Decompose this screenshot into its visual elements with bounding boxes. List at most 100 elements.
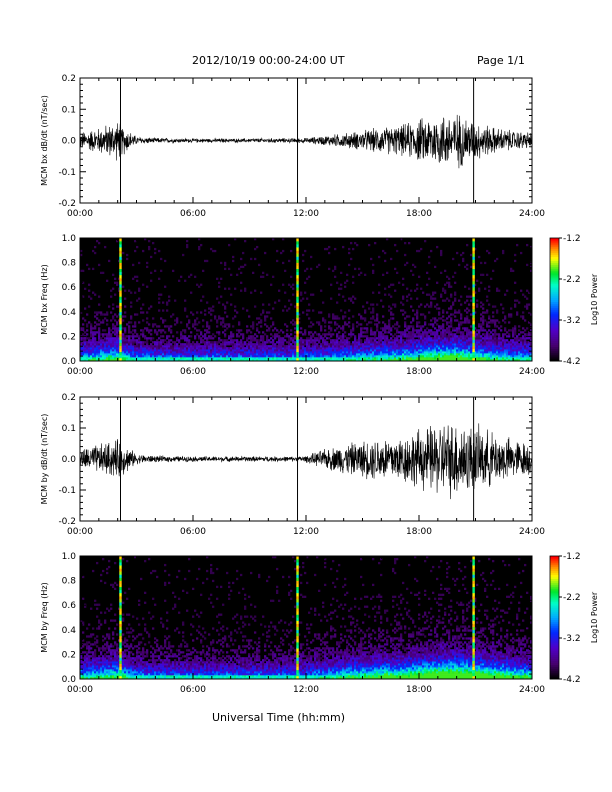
spectrogram-cell bbox=[228, 337, 231, 340]
spectrogram-cell bbox=[204, 337, 207, 340]
spectrogram-cell bbox=[342, 317, 345, 320]
spectrogram-cell bbox=[450, 349, 453, 352]
spectrogram-cell bbox=[106, 667, 109, 670]
spectrogram-cell bbox=[348, 341, 351, 344]
spectrogram-cell bbox=[220, 359, 223, 362]
spectrogram-cell bbox=[132, 343, 135, 346]
spectrogram-cell bbox=[308, 343, 311, 346]
spectrogram-cell bbox=[96, 351, 99, 354]
spectrogram-cell bbox=[122, 333, 125, 336]
spectrogram-cell bbox=[428, 293, 431, 296]
spectrogram-cell bbox=[440, 355, 443, 358]
spectrogram-cell bbox=[340, 337, 343, 340]
spectrogram-cell bbox=[176, 317, 179, 320]
spectrogram-cell bbox=[522, 327, 525, 330]
spectrogram-cell bbox=[408, 335, 411, 338]
spectrogram-cell bbox=[134, 359, 137, 362]
spectrogram-cell bbox=[318, 353, 321, 356]
spectrogram-cell bbox=[92, 331, 95, 334]
spectrogram-cell bbox=[388, 331, 391, 334]
colorbar-swatch bbox=[550, 332, 559, 335]
spectrogram-cell bbox=[166, 343, 169, 346]
y-tick-label: 0.0 bbox=[62, 455, 77, 465]
spectrogram-cell bbox=[84, 349, 87, 352]
spectrogram-cell bbox=[340, 343, 343, 346]
spectrogram-cell bbox=[428, 359, 431, 362]
spectrogram-cell bbox=[460, 341, 463, 344]
spectrogram-cell bbox=[374, 355, 377, 358]
spectrogram-cell bbox=[426, 303, 429, 306]
spectrogram-cell bbox=[530, 341, 533, 344]
spectrogram-cell bbox=[334, 329, 337, 332]
spectrogram-cell bbox=[174, 345, 177, 348]
spectrogram-cell bbox=[272, 343, 275, 346]
spectrogram-cell bbox=[302, 339, 305, 342]
spectrogram-cell bbox=[178, 351, 181, 354]
spectrogram-cell bbox=[518, 357, 521, 360]
spectrogram-cell bbox=[352, 345, 355, 348]
spectrogram-cell bbox=[496, 309, 499, 312]
spectrogram-cell bbox=[106, 641, 109, 644]
spectrogram-cell bbox=[90, 331, 93, 334]
spectrogram-cell bbox=[228, 351, 231, 354]
spectrogram-cell bbox=[406, 343, 409, 346]
spectrogram-cell bbox=[376, 327, 379, 330]
spectrogram-cell bbox=[478, 337, 481, 340]
spectrogram-cell bbox=[454, 327, 457, 330]
spectrogram-cell bbox=[490, 277, 493, 280]
spectrogram-cell bbox=[442, 327, 445, 330]
spectrogram-cell bbox=[112, 663, 115, 666]
spectrogram-cell bbox=[452, 335, 455, 338]
colorbar-swatch bbox=[550, 291, 559, 294]
colorbar-swatch bbox=[550, 240, 559, 243]
spectrogram-cell bbox=[224, 341, 227, 344]
spectrogram-cell bbox=[92, 351, 95, 354]
spectrogram-cell bbox=[200, 349, 203, 352]
spectrogram-cell bbox=[502, 355, 505, 358]
spectrogram-cell bbox=[404, 317, 407, 320]
spectrogram-cell bbox=[276, 259, 279, 263]
spectrogram-cell bbox=[502, 319, 505, 322]
spectrogram-cell bbox=[508, 357, 511, 360]
spectrogram-cell bbox=[508, 341, 511, 344]
spectrogram-cell bbox=[324, 339, 327, 342]
spectrogram-cell bbox=[332, 345, 335, 348]
spectrogram-cell bbox=[448, 343, 451, 346]
spectrogram-cell bbox=[140, 333, 143, 336]
spectrogram-cell bbox=[324, 353, 327, 356]
spectrogram-cell bbox=[448, 349, 451, 352]
event-marker-segment bbox=[119, 296, 122, 300]
spectrogram-cell bbox=[294, 323, 297, 326]
spectrogram-cell bbox=[438, 317, 441, 320]
spectrogram-cell bbox=[112, 355, 115, 358]
spectrogram-cell bbox=[312, 339, 315, 342]
spectrogram-cell bbox=[144, 238, 147, 241]
spectrogram-cell bbox=[372, 355, 375, 358]
spectrogram-cell bbox=[324, 345, 327, 348]
spectrogram-cell bbox=[370, 331, 373, 334]
spectrogram-cell bbox=[86, 663, 89, 666]
spectrogram-cell bbox=[526, 345, 529, 348]
spectrogram-cell bbox=[308, 317, 311, 320]
event-marker-segment bbox=[119, 305, 122, 310]
event-marker-segment bbox=[472, 321, 475, 325]
spectrogram-cell bbox=[298, 345, 301, 348]
spectrogram-cell bbox=[290, 349, 293, 352]
spectrogram-cell bbox=[92, 657, 95, 660]
spectrogram-cell bbox=[116, 357, 119, 360]
spectrogram-cell bbox=[130, 353, 133, 356]
spectrogram-cell bbox=[206, 323, 209, 326]
spectrogram-cell bbox=[360, 357, 363, 360]
spectrogram-cell bbox=[422, 347, 425, 350]
spectrogram-cell bbox=[420, 341, 423, 344]
spectrogram-cell bbox=[390, 353, 393, 356]
spectrogram-cell bbox=[260, 291, 263, 294]
spectrogram-cell bbox=[82, 269, 85, 273]
event-marker-segment bbox=[119, 247, 122, 251]
spectrogram-cell bbox=[418, 331, 421, 334]
spectrogram-cell bbox=[364, 349, 367, 352]
spectrogram-cell bbox=[86, 651, 89, 654]
spectrogram-cell bbox=[400, 331, 403, 334]
spectrogram-cell bbox=[336, 315, 339, 318]
spectrogram-cell bbox=[496, 311, 499, 314]
